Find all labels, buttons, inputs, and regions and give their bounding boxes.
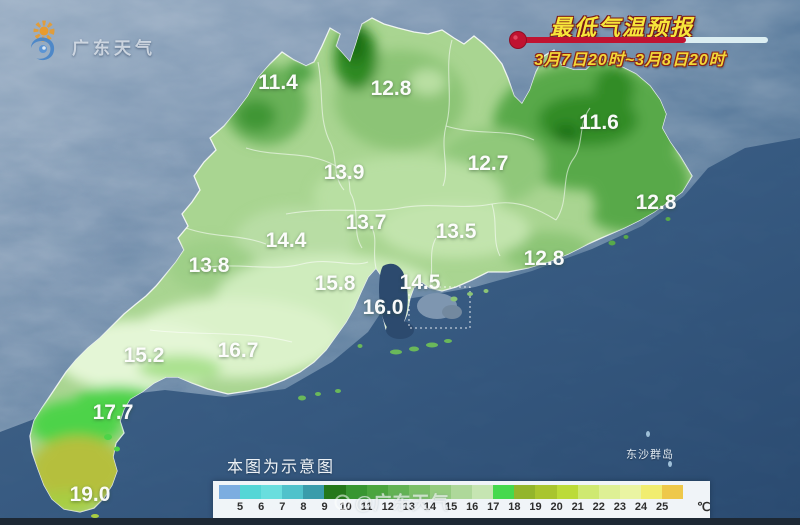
temp-label: 16.0 xyxy=(362,296,404,319)
legend-swatch xyxy=(619,485,641,499)
map-note: 本图为示意图 xyxy=(227,459,336,476)
legend-tick: 23 xyxy=(613,501,627,513)
temp-label: 13.9 xyxy=(323,161,365,184)
legend-tick: 9 xyxy=(321,501,328,513)
dongsha-label: 东沙群岛 xyxy=(626,449,674,461)
brand-name: 广东天气 xyxy=(72,38,156,58)
temp-label: 14.4 xyxy=(265,229,307,252)
pearl-river-estuary xyxy=(379,263,408,334)
legend-tick: 19 xyxy=(529,501,542,513)
legend-tick: 11 xyxy=(360,501,373,513)
temp-label: 12.8 xyxy=(370,77,412,100)
date-range: 3月7日20时~3月8日20时 xyxy=(534,52,726,69)
legend-tick: 22 xyxy=(592,501,605,513)
legend-tick: 16 xyxy=(466,501,479,513)
legend-tick: 6 xyxy=(258,501,265,513)
brand-logo: 广东天气 xyxy=(22,18,156,64)
prefecture-boundaries xyxy=(149,39,591,343)
legend-tick: 14 xyxy=(423,501,437,513)
temp-label: 13.8 xyxy=(188,254,230,277)
legend-swatch xyxy=(556,485,578,499)
legend-swatch xyxy=(366,485,388,499)
temp-label: 15.2 xyxy=(123,344,165,367)
legend-tick: 15 xyxy=(444,501,458,513)
legend-swatch xyxy=(429,485,452,499)
legend-tick: 20 xyxy=(550,501,563,513)
legend-swatch xyxy=(514,485,536,499)
legend-swatch xyxy=(598,485,620,499)
legend-swatch xyxy=(661,485,684,499)
legend-tick: 24 xyxy=(634,501,648,513)
temp-label: 12.7 xyxy=(467,152,509,175)
page-title: 最低气温预报 xyxy=(549,15,694,40)
legend-swatch xyxy=(535,485,557,499)
dashed-inset-frame xyxy=(408,286,471,329)
watermark: @广东天气 xyxy=(334,489,450,515)
legend-unit: ℃ xyxy=(697,500,711,514)
legend-tick: 13 xyxy=(402,501,416,513)
legend-swatch xyxy=(240,485,262,499)
legend-swatch xyxy=(303,485,325,499)
legend-tick: 21 xyxy=(571,501,584,513)
legend-swatch xyxy=(345,485,367,499)
legend-swatch xyxy=(387,485,409,499)
dongsha-islet xyxy=(668,461,672,467)
sun-swirl-icon xyxy=(31,20,55,61)
temperature-legend: 5 6 7 8 9 10 11 12 13 14 15 16 17 18 19 20 21 22 23 24 25 ℃ xyxy=(213,481,710,519)
temp-label: 13.7 xyxy=(345,211,387,234)
thermometer-graphic xyxy=(509,31,768,49)
legend-swatch xyxy=(451,485,473,499)
legend-swatch xyxy=(472,485,494,499)
legend-tick: 7 xyxy=(279,501,286,513)
legend-swatch xyxy=(408,485,430,499)
watermark-text: @广东天气 xyxy=(355,493,450,513)
temp-label: 13.5 xyxy=(435,220,477,243)
legend-tick: 12 xyxy=(381,501,394,513)
legend-tick: 25 xyxy=(655,501,669,513)
temp-label: 12.8 xyxy=(523,247,565,270)
legend-tick: 5 xyxy=(237,501,244,513)
legend-swatch xyxy=(282,485,304,499)
legend-tick: 17 xyxy=(487,501,500,513)
legend-tick: 18 xyxy=(508,501,521,513)
temperature-shading xyxy=(30,24,690,512)
legend-swatch xyxy=(577,485,599,499)
temp-label: 11.6 xyxy=(579,111,619,134)
legend-tick: 8 xyxy=(300,501,307,513)
temp-label: 19.0 xyxy=(69,483,111,506)
temp-label: 14.5 xyxy=(399,271,441,294)
temp-label: 16.7 xyxy=(217,339,259,362)
legend-swatch xyxy=(219,485,241,499)
temp-label: 17.7 xyxy=(92,401,134,424)
bottom-bar xyxy=(0,518,800,525)
legend-swatch-strip xyxy=(219,485,684,499)
legend-swatch xyxy=(493,485,515,499)
temp-label: 12.8 xyxy=(635,191,677,214)
temp-label: 11.4 xyxy=(258,71,298,94)
legend-swatch xyxy=(261,485,283,499)
legend-swatch xyxy=(640,485,662,499)
coastal-islands xyxy=(91,217,672,518)
weibo-eye-icon xyxy=(334,494,351,510)
temp-label: 15.8 xyxy=(314,272,356,295)
